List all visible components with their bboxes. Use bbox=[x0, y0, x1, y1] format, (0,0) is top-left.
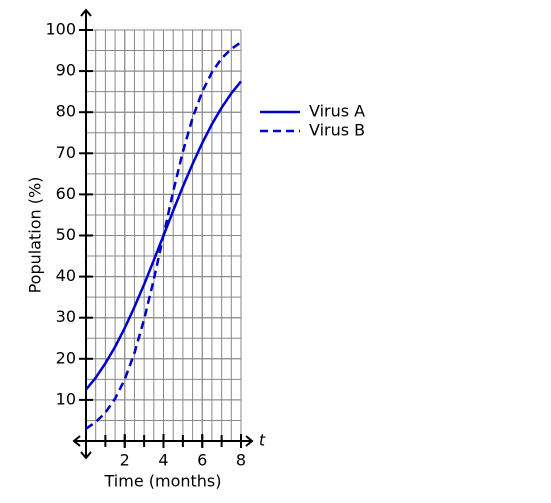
y-tick-label: 70 bbox=[56, 143, 76, 162]
y-tick-label: 50 bbox=[56, 225, 76, 244]
y-tick-label: 90 bbox=[56, 61, 76, 80]
y-tick-label: 40 bbox=[56, 266, 76, 285]
legend-label: Virus A bbox=[309, 102, 365, 121]
y-tick-label: 80 bbox=[56, 102, 76, 121]
y-tick-label: 60 bbox=[56, 184, 76, 203]
x-axis-label: Time (months) bbox=[104, 472, 222, 491]
y-tick-label: 100 bbox=[45, 20, 76, 39]
y-tick-label: 20 bbox=[56, 348, 76, 367]
x-tick-label: 8 bbox=[236, 451, 246, 470]
x-arrow bbox=[72, 435, 254, 447]
x-tick-label: 6 bbox=[197, 451, 207, 470]
y-arrow bbox=[80, 8, 92, 460]
series-line bbox=[85, 41, 242, 430]
y-axis-label: Population (%) bbox=[26, 177, 45, 294]
legend-label: Virus B bbox=[309, 121, 365, 140]
x-tick-label: 4 bbox=[158, 451, 168, 470]
y-tick-label: 10 bbox=[56, 389, 76, 408]
x-axis-name: t bbox=[259, 431, 266, 450]
y-tick-label: 30 bbox=[56, 307, 76, 326]
x-tick-label: 2 bbox=[120, 451, 130, 470]
